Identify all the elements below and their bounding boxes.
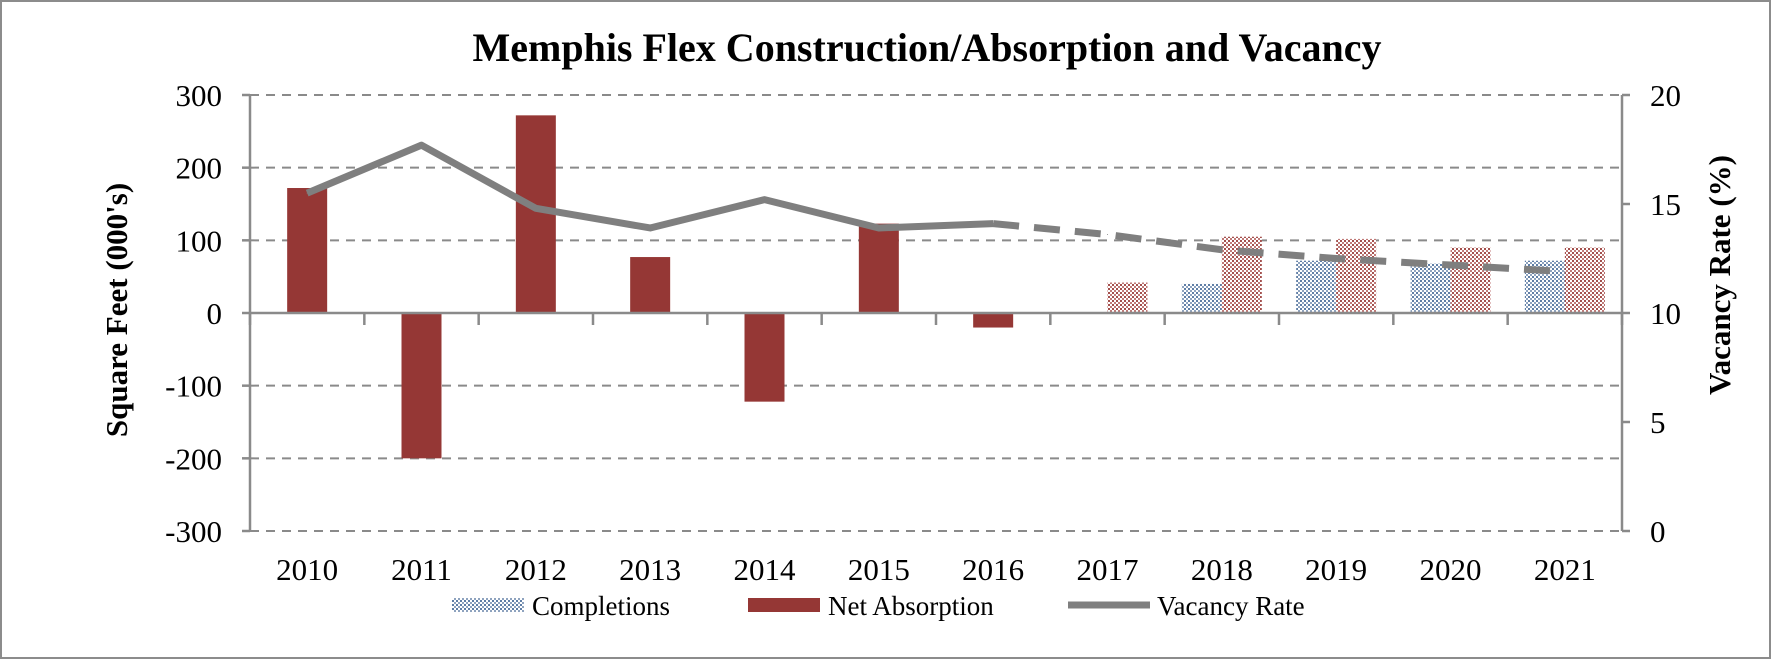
legend-item-completions[interactable]: Completions: [452, 591, 670, 621]
y-right-tick-label: 5: [1650, 405, 1666, 440]
legend: Completions Net Absorption Vacancy Rate: [452, 591, 1305, 621]
x-tick-label-2010: 2010: [276, 552, 338, 587]
vacancy-line-forecast: [992, 220, 1566, 276]
vacancy-point-2017: [1107, 234, 1108, 236]
bar-net-absorption-2021: [1564, 247, 1605, 313]
bar-net-absorption-2016: [973, 313, 1014, 328]
bar-completions-2018: [1181, 283, 1222, 313]
y-left-tick-label: 0: [207, 296, 223, 331]
bar-net-absorption-2011: [401, 313, 442, 459]
vacancy-point-2020: [1450, 264, 1451, 266]
chart-title: Memphis Flex Construction/Absorption and…: [473, 25, 1382, 70]
vacancy-point-2013: [649, 227, 651, 229]
y-right-tick-label: 15: [1650, 187, 1681, 222]
y-axis-right-title: Vacancy Rate (%): [1702, 155, 1737, 395]
y-left-tick-label: 200: [176, 151, 223, 186]
legend-label-vacancy-rate: Vacancy Rate: [1157, 591, 1305, 621]
vacancy-point-2014: [764, 199, 765, 201]
x-tick-label-2013: 2013: [619, 552, 681, 587]
legend-swatch-net-absorption: [748, 598, 820, 612]
vacancy-line-actual: [305, 141, 994, 232]
bar-completions-2020: [1410, 263, 1451, 313]
legend-item-vacancy-rate[interactable]: Vacancy Rate: [1068, 591, 1305, 621]
bar-net-absorption-2019: [1336, 238, 1377, 313]
vacancy-point-2021: [1564, 271, 1566, 273]
y-left-tick-label: 100: [176, 223, 223, 258]
legend-label-net-absorption: Net Absorption: [828, 591, 994, 621]
y-right-tick-label: 20: [1650, 78, 1681, 113]
y-right-tick-label: 10: [1650, 296, 1681, 331]
bar-net-absorption-2014: [744, 313, 785, 402]
y-left-tick-label: 300: [176, 78, 223, 113]
x-tick-label-2019: 2019: [1305, 552, 1367, 587]
y-left-tick-label: -300: [165, 514, 222, 549]
x-tick-label-2016: 2016: [962, 552, 1024, 587]
bar-net-absorption-2020: [1450, 247, 1491, 313]
y-left-tick-label: -200: [165, 441, 222, 476]
y-right-tick-label: 0: [1650, 514, 1666, 549]
legend-label-completions: Completions: [532, 591, 670, 621]
x-tick-label-2018: 2018: [1191, 552, 1253, 587]
bar-net-absorption-2015: [858, 223, 899, 313]
vacancy-point-2015: [878, 227, 880, 229]
gridlines: [250, 94, 1622, 532]
bar-net-absorption-2010: [287, 188, 328, 313]
vacancy-point-2012: [535, 207, 537, 209]
vacancy-point-2010: [306, 192, 308, 194]
vacancy-point-2018: [1221, 249, 1223, 251]
legend-item-net-absorption[interactable]: Net Absorption: [748, 591, 994, 621]
vacancy-line: [305, 141, 1566, 276]
axes: [242, 93, 1630, 533]
x-tick-label-2012: 2012: [505, 552, 567, 587]
bar-net-absorption-2013: [630, 257, 671, 313]
y-left-tick-label: -100: [165, 369, 222, 404]
bar-net-absorption-2017: [1107, 282, 1148, 313]
x-tick-label-2021: 2021: [1534, 552, 1596, 587]
vacancy-point-2019: [1335, 258, 1337, 259]
vacancy-point-2016: [992, 223, 994, 225]
y-axis-left-title: Square Feet (000's): [99, 183, 134, 437]
vacancy-point-2011: [421, 144, 422, 146]
x-tick-label-2020: 2020: [1420, 552, 1482, 587]
x-tick-label-2011: 2011: [391, 552, 452, 587]
x-tick-label-2017: 2017: [1077, 552, 1139, 587]
x-tick-label-2014: 2014: [734, 552, 797, 587]
legend-swatch-completions: [452, 598, 524, 612]
bar-completions-2019: [1296, 260, 1337, 313]
x-tick-label-2015: 2015: [848, 552, 910, 587]
